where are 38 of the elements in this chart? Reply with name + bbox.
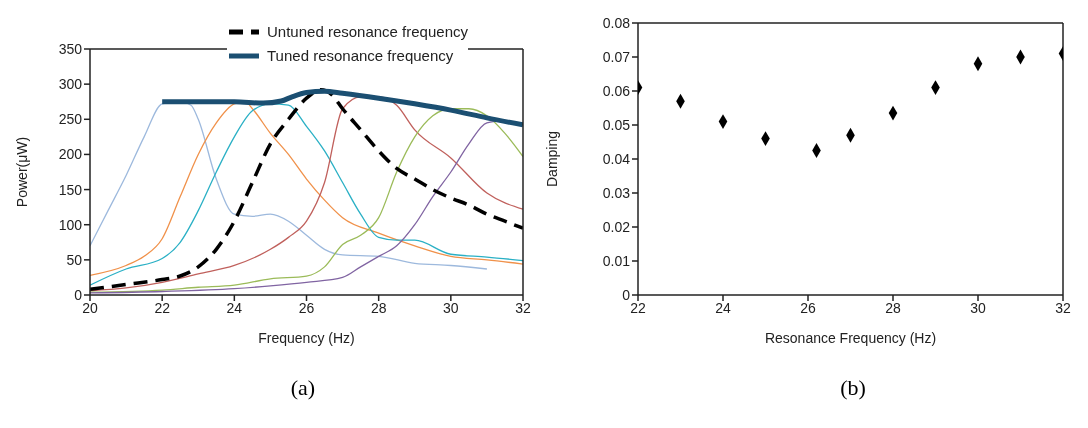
y-tick-label: 0.03 [602, 184, 631, 201]
y-tick-label: 0 [74, 286, 83, 303]
legend-label: Untuned resonance frequency [267, 22, 468, 42]
y-tick-label: 350 [58, 40, 83, 57]
text: (b) [839, 375, 867, 401]
x-tick-label: 32 [515, 299, 531, 316]
legend-label: Tuned resonance frequency [267, 46, 454, 66]
y-tick-label: 150 [58, 181, 83, 198]
y-tick-label: 0.01 [602, 252, 631, 269]
y-tick-label: 0 [622, 286, 631, 303]
y-tick-label: 300 [58, 76, 83, 93]
x-tick-label: 26 [800, 299, 816, 316]
y-tick-label: 0.08 [602, 14, 631, 31]
y-tick-label: 0.02 [602, 218, 631, 235]
y-axis-title: Power(μW) [13, 136, 30, 208]
x-tick-label: 30 [443, 299, 459, 316]
x-tick-label: 24 [715, 299, 731, 316]
y-tick-label: 50 [66, 251, 83, 268]
x-tick-label: 32 [1055, 299, 1071, 316]
y-tick-label: 250 [58, 111, 83, 128]
y-tick-label: 200 [58, 146, 83, 163]
y-axis-title: Damping [543, 130, 560, 188]
x-tick-label: 28 [370, 299, 387, 316]
x-tick-label: 30 [970, 299, 986, 316]
x-axis-title: Frequency (Hz) [258, 330, 355, 346]
y-tick-label: 0.06 [602, 82, 631, 99]
x-tick-label: 26 [298, 299, 315, 316]
x-tick-label: 22 [154, 299, 171, 316]
y-tick-label: 100 [58, 216, 83, 233]
y-tick-label: 0.07 [602, 48, 631, 65]
x-tick-label: 24 [226, 299, 243, 316]
y-tick-label: 0.05 [602, 116, 631, 133]
x-tick-label: 22 [630, 299, 646, 316]
y-tick-label: 0.04 [602, 150, 631, 167]
x-axis-title: Resonance Frequency (Hz) [764, 330, 937, 346]
x-tick-label: 20 [82, 299, 98, 316]
text: (a) [289, 375, 317, 401]
x-tick-label: 28 [885, 299, 901, 316]
